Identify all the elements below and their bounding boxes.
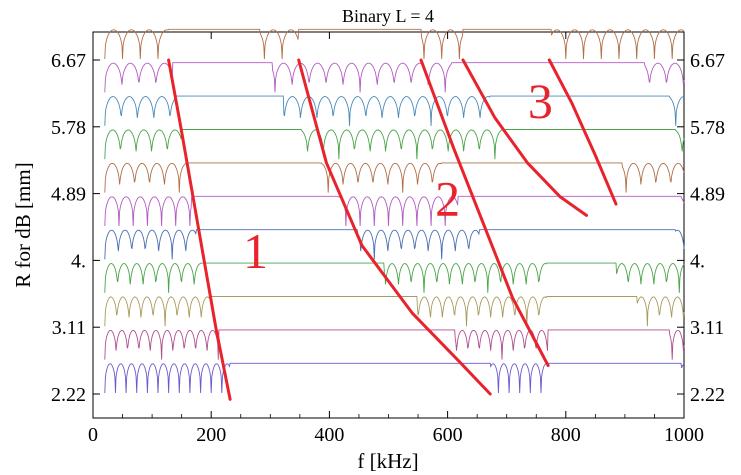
band-curve-2 (419, 58, 550, 367)
stopband-rows (104, 28, 685, 394)
chart-title: Binary L = 4 (342, 6, 434, 26)
stopband-row (104, 129, 685, 160)
band-curve-3 (547, 58, 618, 206)
y-tick-label-left: 3.11 (52, 317, 86, 339)
y-tick-label-right: 5.78 (690, 117, 725, 139)
x-tick-label: 800 (551, 424, 581, 446)
y-tick-label-right: 2.22 (690, 384, 725, 406)
x-tick-label: 400 (314, 424, 344, 446)
stopband-row (104, 95, 684, 126)
tick-labels: 0 200 400 600 800 1000 2.22 2.22 3.11 3.11 4. 4. 4.8… (51, 50, 725, 446)
x-tick-label: 0 (88, 424, 98, 446)
stopband-row (104, 229, 685, 260)
band-curve-1 (167, 58, 232, 401)
stopband-row (104, 362, 685, 394)
band-curve-2 (297, 58, 492, 396)
y-tick-label-right: 4.89 (690, 184, 725, 206)
y-tick-label-left: 6.67 (51, 50, 86, 72)
y-tick-label-left: 2.22 (51, 384, 86, 406)
stopband-row (104, 296, 685, 327)
stopband-row (104, 28, 685, 60)
band-label-1: 1 (243, 223, 268, 279)
stopband-row (104, 329, 685, 360)
y-tick-label-left: 4.89 (51, 184, 86, 206)
band-curve-3 (461, 58, 588, 217)
y-tick-label-right: 6.67 (690, 50, 725, 72)
y-tick-label-right: 3.11 (690, 317, 724, 339)
y-tick-label-left: 5.78 (51, 117, 86, 139)
x-tick-label: 600 (433, 424, 463, 446)
axis-ticks (92, 32, 685, 418)
stopband-row (104, 62, 685, 93)
stopband-row (104, 162, 685, 193)
x-axis-title: f [kHz] (357, 449, 418, 473)
red-bands (167, 58, 618, 401)
stopband-row (104, 195, 685, 227)
stopband-row (104, 262, 685, 293)
x-tick-label: 200 (196, 424, 226, 446)
band-labels: 1 2 3 (243, 73, 553, 279)
band-label-2: 2 (435, 170, 460, 226)
y-tick-label-left: 4. (71, 250, 86, 272)
x-tick-label: 1000 (664, 424, 704, 446)
y-axis-title: R for dB [mm] (11, 162, 35, 287)
band-label-3: 3 (528, 73, 553, 129)
y-tick-label-right: 4. (690, 250, 705, 272)
